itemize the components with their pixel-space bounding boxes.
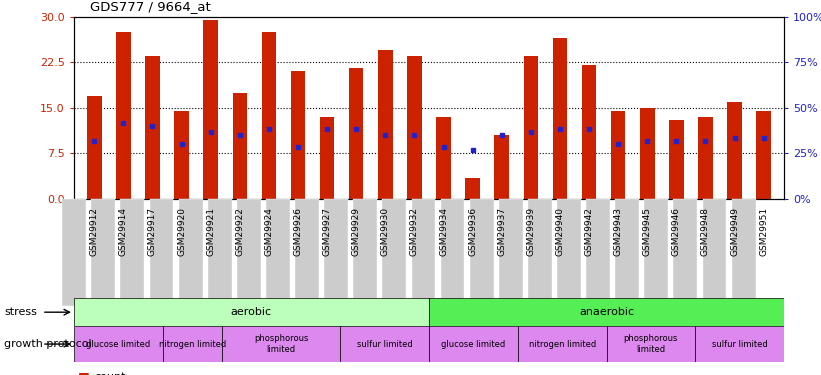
- FancyBboxPatch shape: [644, 199, 668, 306]
- FancyBboxPatch shape: [222, 326, 340, 362]
- FancyBboxPatch shape: [237, 199, 261, 306]
- FancyBboxPatch shape: [411, 199, 435, 306]
- FancyBboxPatch shape: [91, 199, 115, 306]
- FancyBboxPatch shape: [441, 199, 465, 306]
- Bar: [145, 56, 160, 199]
- Text: stress: stress: [4, 307, 37, 317]
- Text: phosphorous
limited: phosphorous limited: [624, 334, 678, 354]
- FancyBboxPatch shape: [163, 326, 222, 362]
- Text: GSM29929: GSM29929: [351, 207, 360, 256]
- Bar: [640, 108, 654, 199]
- FancyBboxPatch shape: [470, 199, 493, 306]
- Text: GSM29932: GSM29932: [410, 207, 419, 256]
- Text: GSM29920: GSM29920: [177, 207, 186, 256]
- Bar: [378, 50, 392, 199]
- Text: phosphorous
limited: phosphorous limited: [254, 334, 308, 354]
- Text: GSM29934: GSM29934: [439, 207, 448, 256]
- Text: GSM29946: GSM29946: [672, 207, 681, 256]
- Bar: [349, 68, 364, 199]
- FancyBboxPatch shape: [586, 199, 610, 306]
- Text: GSM29951: GSM29951: [759, 207, 768, 256]
- Text: anaerobic: anaerobic: [579, 307, 634, 317]
- FancyBboxPatch shape: [429, 326, 518, 362]
- FancyBboxPatch shape: [74, 326, 163, 362]
- Text: nitrogen limited: nitrogen limited: [158, 340, 226, 349]
- Text: GSM29937: GSM29937: [498, 207, 507, 256]
- FancyBboxPatch shape: [615, 199, 639, 306]
- Bar: [232, 93, 247, 199]
- FancyBboxPatch shape: [324, 199, 348, 306]
- Text: GSM29943: GSM29943: [613, 207, 622, 256]
- Bar: [174, 111, 189, 199]
- Bar: [436, 117, 451, 199]
- Bar: [553, 38, 567, 199]
- FancyBboxPatch shape: [703, 199, 727, 306]
- Bar: [698, 117, 713, 199]
- FancyBboxPatch shape: [518, 326, 607, 362]
- Bar: [727, 102, 742, 199]
- Text: GSM29942: GSM29942: [585, 207, 594, 256]
- FancyBboxPatch shape: [607, 326, 695, 362]
- Bar: [582, 65, 596, 199]
- FancyBboxPatch shape: [695, 326, 784, 362]
- Text: nitrogen limited: nitrogen limited: [529, 340, 596, 349]
- Text: aerobic: aerobic: [231, 307, 272, 317]
- Bar: [116, 32, 131, 199]
- Bar: [756, 111, 771, 199]
- Text: glucose limited: glucose limited: [86, 340, 150, 349]
- Bar: [669, 120, 684, 199]
- Text: GSM29914: GSM29914: [119, 207, 128, 256]
- Text: GSM29930: GSM29930: [381, 207, 390, 256]
- FancyBboxPatch shape: [179, 199, 203, 306]
- FancyBboxPatch shape: [429, 298, 784, 326]
- Bar: [262, 32, 276, 199]
- FancyBboxPatch shape: [340, 326, 429, 362]
- Bar: [87, 96, 102, 199]
- Bar: [407, 56, 422, 199]
- FancyBboxPatch shape: [673, 199, 697, 306]
- Text: GDS777 / 9664_at: GDS777 / 9664_at: [90, 0, 211, 13]
- FancyBboxPatch shape: [383, 199, 406, 306]
- Text: GSM29939: GSM29939: [526, 207, 535, 256]
- FancyBboxPatch shape: [121, 199, 144, 306]
- Bar: [204, 20, 218, 199]
- Text: GSM29922: GSM29922: [236, 207, 245, 256]
- Text: glucose limited: glucose limited: [441, 340, 506, 349]
- FancyBboxPatch shape: [62, 199, 86, 306]
- FancyBboxPatch shape: [149, 199, 173, 306]
- Text: sulfur limited: sulfur limited: [712, 340, 768, 349]
- Text: sulfur limited: sulfur limited: [356, 340, 412, 349]
- Bar: [494, 135, 509, 199]
- Bar: [524, 56, 538, 199]
- Text: GSM29940: GSM29940: [556, 207, 565, 256]
- Text: count: count: [94, 372, 126, 375]
- FancyBboxPatch shape: [732, 199, 755, 306]
- FancyBboxPatch shape: [74, 298, 429, 326]
- Text: growth protocol: growth protocol: [4, 339, 92, 349]
- FancyBboxPatch shape: [353, 199, 377, 306]
- Text: GSM29917: GSM29917: [148, 207, 157, 256]
- Bar: [291, 71, 305, 199]
- Text: GSM29949: GSM29949: [730, 207, 739, 256]
- Text: GSM29926: GSM29926: [293, 207, 302, 256]
- Bar: [611, 111, 626, 199]
- Text: GSM29924: GSM29924: [264, 207, 273, 256]
- FancyBboxPatch shape: [528, 199, 552, 306]
- Text: ■: ■: [78, 370, 89, 375]
- Bar: [466, 177, 480, 199]
- Text: GSM29921: GSM29921: [206, 207, 215, 256]
- Text: GSM29945: GSM29945: [643, 207, 652, 256]
- FancyBboxPatch shape: [499, 199, 523, 306]
- Bar: [320, 117, 334, 199]
- Text: GSM29936: GSM29936: [468, 207, 477, 256]
- Text: GSM29948: GSM29948: [701, 207, 710, 256]
- FancyBboxPatch shape: [557, 199, 581, 306]
- FancyBboxPatch shape: [266, 199, 290, 306]
- FancyBboxPatch shape: [208, 199, 232, 306]
- Text: GSM29927: GSM29927: [323, 207, 332, 256]
- FancyBboxPatch shape: [295, 199, 319, 306]
- Text: GSM29912: GSM29912: [89, 207, 99, 256]
